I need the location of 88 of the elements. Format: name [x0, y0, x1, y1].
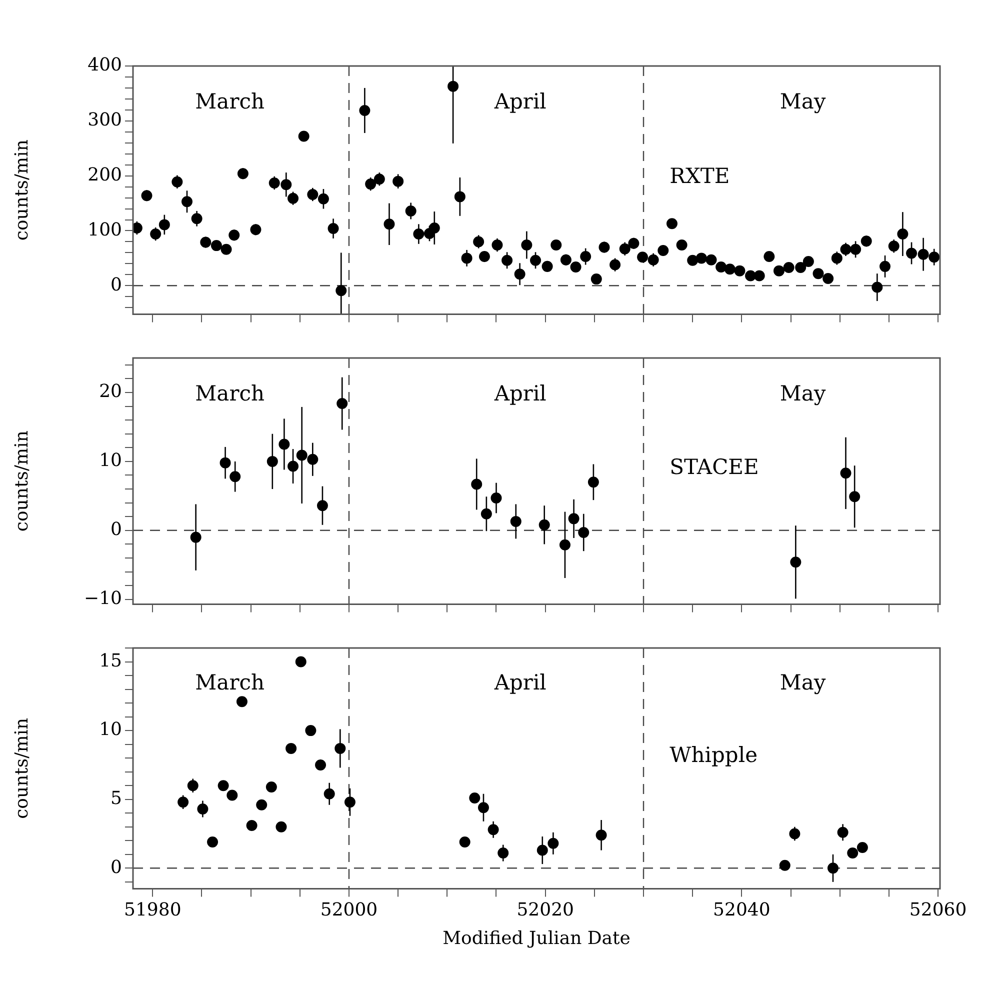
annotation: March — [195, 90, 265, 114]
point — [578, 526, 590, 538]
y-axis-title: counts/min — [11, 139, 32, 241]
point — [471, 478, 482, 490]
y-tick-label: 10 — [99, 719, 122, 740]
point — [568, 513, 580, 524]
point — [847, 848, 858, 859]
y-tick-label: 5 — [110, 788, 122, 810]
point — [190, 532, 202, 543]
y-tick-label: −10 — [84, 588, 122, 610]
point — [266, 781, 277, 792]
point — [220, 457, 231, 468]
y-tick-label: 200 — [88, 164, 122, 186]
point — [187, 780, 198, 792]
y-tick-label: 400 — [88, 54, 122, 76]
point — [296, 450, 308, 461]
point — [315, 759, 326, 770]
point — [334, 742, 346, 754]
x-tick-label: 51980 — [124, 899, 182, 920]
point — [288, 460, 299, 472]
point — [827, 862, 838, 874]
y-tick-label: 100 — [88, 219, 122, 240]
point — [480, 508, 492, 520]
point — [840, 468, 852, 479]
point — [789, 828, 800, 840]
annotation: May — [780, 381, 826, 406]
point — [336, 398, 348, 410]
annotation: May — [780, 90, 826, 114]
point — [490, 492, 502, 504]
y-tick-label: 0 — [110, 856, 122, 878]
point — [266, 456, 278, 467]
x-axis-title: Modified Julian Date — [442, 928, 630, 949]
point — [305, 725, 316, 736]
point — [536, 844, 548, 856]
annotation: Whipple — [670, 742, 758, 767]
point — [324, 788, 335, 800]
point — [276, 821, 287, 832]
point — [344, 796, 356, 808]
point — [478, 802, 489, 814]
annotation: April — [493, 670, 547, 695]
x-tick-label: 52000 — [320, 899, 378, 920]
point — [286, 742, 297, 754]
point — [316, 500, 328, 512]
y-tick-label: 0 — [110, 519, 122, 540]
point — [459, 836, 470, 848]
x-tick-label: 52040 — [713, 899, 770, 920]
point — [779, 860, 790, 871]
point — [588, 476, 599, 488]
point — [295, 656, 306, 668]
y-tick-label: 20 — [99, 381, 122, 402]
point — [510, 516, 522, 527]
x-tick-label: 52060 — [909, 899, 967, 920]
annotation: March — [195, 381, 265, 406]
point — [849, 491, 860, 502]
annotation: May — [780, 670, 826, 695]
point — [218, 780, 229, 792]
y-tick-label: 10 — [99, 450, 122, 472]
point — [790, 556, 802, 568]
point — [488, 824, 499, 836]
point — [197, 803, 208, 814]
point — [178, 796, 189, 808]
y-tick-label: 300 — [88, 110, 122, 131]
point — [236, 696, 248, 708]
annotation: STACEE — [670, 455, 759, 480]
y-tick-label: 0 — [110, 274, 122, 296]
annotation: April — [493, 90, 547, 114]
annotation: March — [195, 670, 265, 695]
annotation: RXTE — [670, 164, 730, 188]
point — [230, 471, 241, 482]
point — [596, 830, 607, 841]
point — [856, 842, 868, 854]
point — [307, 454, 318, 465]
point — [226, 790, 238, 801]
y-axis-title: counts/min — [11, 717, 32, 819]
point — [207, 836, 218, 848]
point — [837, 826, 848, 838]
y-tick-label: 15 — [99, 650, 122, 672]
point — [246, 820, 258, 832]
y-axis-title: counts/min — [11, 430, 32, 532]
point — [498, 848, 509, 859]
point — [469, 792, 480, 804]
point — [256, 799, 268, 810]
point — [278, 438, 290, 450]
x-tick-label: 52020 — [516, 899, 574, 920]
point — [538, 519, 550, 530]
point — [548, 838, 559, 849]
annotation: April — [493, 381, 547, 406]
point — [559, 539, 570, 550]
